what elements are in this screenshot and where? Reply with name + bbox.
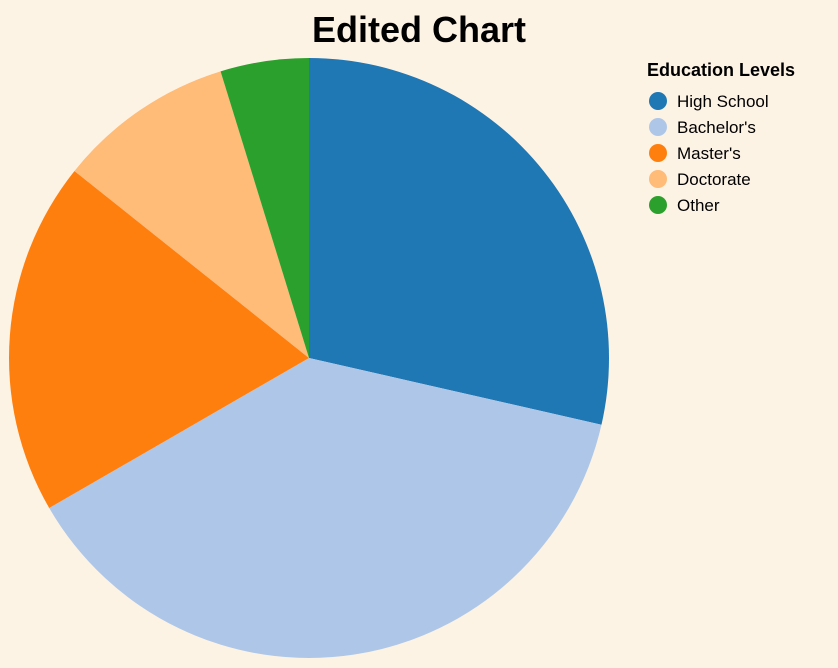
legend-swatch-master-s xyxy=(649,144,667,162)
chart-title: Edited Chart xyxy=(312,9,526,50)
pie-slice-other xyxy=(220,58,309,358)
legend-label-doctorate: Doctorate xyxy=(677,170,751,189)
legend-swatch-other xyxy=(649,196,667,214)
legend-title: Education Levels xyxy=(647,60,795,80)
pie-slice-high-school xyxy=(309,58,609,425)
pie-slice-master-s xyxy=(8,170,309,508)
legend: Education Levels High School Bachelor's Ma… xyxy=(647,60,795,215)
pie-slice-doctorate xyxy=(74,71,309,358)
legend-label-master-s: Master's xyxy=(677,144,741,163)
legend-label-other: Other xyxy=(677,196,720,215)
legend-swatch-bachelor-s xyxy=(649,118,667,136)
legend-label-bachelor-s: Bachelor's xyxy=(677,118,756,137)
legend-swatch-high-school xyxy=(649,92,667,110)
legend-items: High School Bachelor's Master's Doctorate Ot… xyxy=(649,92,769,215)
pie-slice-bachelor-s xyxy=(49,358,602,658)
pie-slices xyxy=(8,58,609,658)
legend-swatch-doctorate xyxy=(649,170,667,188)
legend-label-high-school: High School xyxy=(677,92,769,111)
